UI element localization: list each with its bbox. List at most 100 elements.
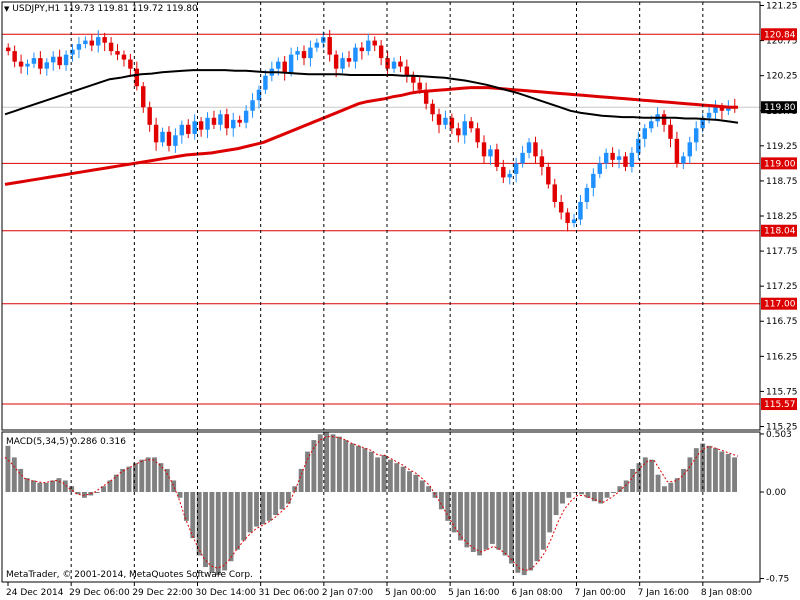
price-panel-frame <box>1 1 761 431</box>
macd-bar <box>674 478 680 492</box>
macd-bar <box>585 492 591 498</box>
candle-body <box>668 124 673 139</box>
candle-body <box>436 114 442 125</box>
copyright: MetaTrader, © 2001-2014, MetaQuotes Soft… <box>6 570 253 580</box>
candle-body <box>321 37 326 43</box>
candle-body <box>526 142 532 153</box>
macd-bar <box>254 492 259 527</box>
macd-bar <box>719 451 725 492</box>
macd-bar <box>598 492 604 504</box>
candle-body <box>224 114 230 129</box>
macd-bar <box>553 492 559 516</box>
header-symbol: USDJPY,H1 <box>12 4 61 14</box>
macd-bar <box>604 492 610 498</box>
candle-body <box>308 47 313 59</box>
macd-bar <box>687 457 693 492</box>
candle-body <box>430 103 435 115</box>
macd-tick-label: 0.503 <box>766 430 792 440</box>
candle-body <box>719 107 725 111</box>
level-label: 119.00 <box>764 159 796 169</box>
price-tick-label: 117.75 <box>766 247 798 257</box>
price-tick-label: 115.25 <box>766 422 798 432</box>
macd-bar <box>234 492 240 550</box>
candle-body <box>571 219 577 224</box>
macd-bar <box>655 474 661 492</box>
macd-bar <box>94 492 100 493</box>
macd-header: MACD(5,34,5) 0.286 0.316 <box>6 437 126 447</box>
candle-body <box>6 47 11 52</box>
macd-bar <box>725 453 731 492</box>
candle-body <box>456 128 461 136</box>
time-tick-label: 7 Jan 16:00 <box>638 588 690 598</box>
time-tick-label: 6 Jan 08:00 <box>511 588 563 598</box>
candle-body <box>372 40 377 46</box>
header-low: 119.72 <box>131 4 164 14</box>
candle-body <box>623 156 628 167</box>
candle-body <box>391 61 397 69</box>
macd-bar <box>611 492 616 493</box>
macd-bar <box>515 492 521 573</box>
macd-bar <box>387 459 393 492</box>
candle-body <box>404 66 410 76</box>
candle-body <box>121 54 127 60</box>
candle-body <box>591 173 596 188</box>
candle-body <box>558 201 564 213</box>
candle-body <box>57 56 62 66</box>
candle-body <box>713 107 718 113</box>
candle-body <box>610 152 615 160</box>
macd-bar <box>126 466 132 492</box>
macd-bar <box>483 492 489 550</box>
macd-bar <box>458 492 463 541</box>
candle-body <box>263 75 268 90</box>
macd-value: 0.286 <box>71 437 98 447</box>
macd-bar <box>203 492 208 567</box>
macd-bar <box>560 492 565 504</box>
candle-body <box>102 37 107 43</box>
macd-bar <box>426 486 432 492</box>
macd-bar <box>5 445 11 492</box>
macd-bar <box>464 492 470 548</box>
macd-bar <box>540 492 546 550</box>
macd-bar <box>43 482 49 492</box>
candle-body <box>648 121 654 129</box>
candle-body <box>333 54 339 69</box>
macd-bar <box>591 492 597 502</box>
price-tick-label: 120.75 <box>766 37 798 47</box>
macd-bar <box>649 459 655 492</box>
macd-bar <box>183 492 189 521</box>
candle-body <box>108 42 114 52</box>
macd-bar <box>56 478 62 492</box>
symbol-header: ▼ USDJPY,H1 119.73 119.81 119.72 119.80 <box>4 4 198 14</box>
macd-bar <box>636 463 642 492</box>
macd-bar <box>292 486 298 492</box>
level-label-box <box>761 297 797 310</box>
macd-bar <box>215 492 221 576</box>
candle-body <box>31 58 37 64</box>
macd-bar <box>279 492 285 510</box>
candle-body <box>417 82 422 90</box>
candle-body <box>198 121 204 130</box>
macd-bar <box>305 451 310 492</box>
candle-body <box>501 166 506 178</box>
macd-bar <box>273 492 279 516</box>
macd-bar <box>368 451 374 492</box>
macd-bar <box>228 492 234 562</box>
macd-bar <box>75 492 81 495</box>
candle-body <box>687 142 692 157</box>
candle-body <box>147 107 152 125</box>
candle-body <box>218 114 223 125</box>
macd-bar <box>37 482 43 492</box>
macd-signal-value: 0.316 <box>100 437 126 447</box>
macd-bar <box>18 468 24 492</box>
candle-body <box>481 142 487 157</box>
macd-bar <box>534 492 540 562</box>
candle-body <box>160 131 165 143</box>
macd-bar <box>317 434 323 492</box>
candle-body <box>507 173 512 178</box>
candle-body <box>385 58 390 69</box>
candle-body <box>353 47 358 62</box>
level-label-box <box>761 398 797 411</box>
macd-panel-frame <box>1 431 761 583</box>
level-label-box <box>761 157 797 170</box>
macd-bar <box>642 457 648 492</box>
